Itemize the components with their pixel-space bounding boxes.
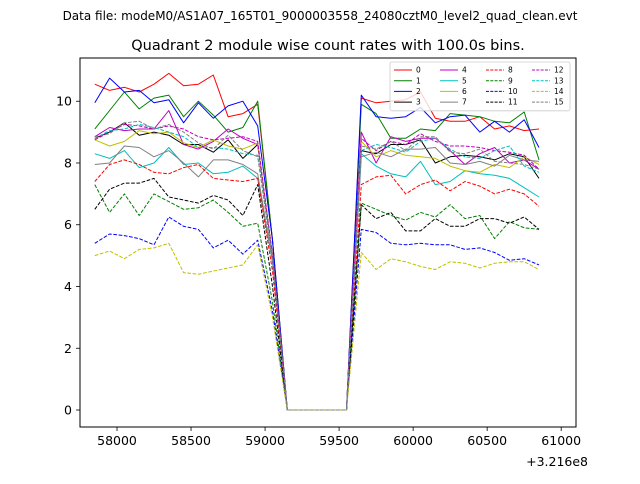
legend-box	[389, 61, 571, 112]
series-line-15	[94, 120, 540, 411]
chart-suptitle: Data file: modeM0/AS1A07_165T01_90000035…	[63, 9, 578, 23]
plot-area	[80, 58, 576, 427]
x-tick-label: 60500	[467, 433, 507, 448]
plot-background	[80, 58, 576, 427]
x-tick-label: 59000	[245, 433, 285, 448]
x-offset-label: +3.216e8	[526, 454, 588, 469]
y-tick-label: 4	[64, 279, 72, 294]
x-tick-label: 58000	[97, 433, 137, 448]
legend-label-12: 12	[554, 66, 564, 75]
legend-label-14: 14	[554, 87, 564, 96]
legend-label-0: 0	[416, 66, 421, 75]
x-tick-label: 59500	[319, 433, 359, 448]
legend-label-5: 5	[462, 76, 467, 85]
legend-label-1: 1	[416, 76, 421, 85]
legend-label-6: 6	[462, 87, 467, 96]
y-tick-label: 10	[56, 94, 72, 109]
legend-label-9: 9	[508, 76, 513, 85]
series-line-8	[94, 159, 540, 411]
chart-title: Quadrant 2 module wise count rates with …	[131, 38, 525, 54]
legend-label-15: 15	[554, 98, 564, 107]
x-tick-label: 61000	[541, 433, 581, 448]
legend-label-13: 13	[554, 76, 564, 85]
legend-label-7: 7	[462, 98, 467, 107]
axes-layer: 58000 58500 59000 59500 60000 60500 61000 0 2 4 6 8…	[56, 57, 581, 448]
y-tick-label: 0	[64, 403, 72, 418]
y-tick-label: 2	[64, 341, 72, 356]
axes-frame	[79, 57, 577, 428]
legend-label-3: 3	[416, 98, 421, 107]
y-tick-label: 6	[64, 217, 72, 232]
y-tick-label: 8	[64, 155, 72, 170]
legend-label-10: 10	[508, 87, 518, 96]
x-tick-label: 60000	[393, 433, 433, 448]
legend-label-2: 2	[416, 87, 421, 96]
legend-label-11: 11	[508, 98, 518, 107]
legend-label-8: 8	[508, 66, 513, 75]
legend-label-4: 4	[462, 66, 467, 75]
series-layer	[94, 72, 540, 411]
x-tick-label: 58500	[171, 433, 211, 448]
